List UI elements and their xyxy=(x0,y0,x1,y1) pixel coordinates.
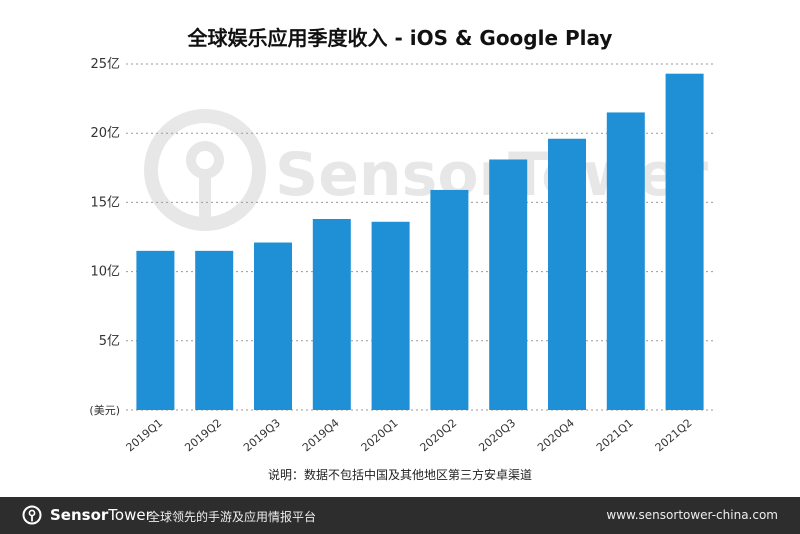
y-tick-label: 10亿 xyxy=(90,265,120,280)
bar-2019Q2 xyxy=(195,250,234,410)
x-tick-label: 2020Q1 xyxy=(359,416,401,454)
footer-bar: SensorTower 全球领先的手游及应用情报平台 www.sensortow… xyxy=(0,497,800,534)
y-tick-label: 15亿 xyxy=(90,195,120,210)
y-tick-label: 5亿 xyxy=(99,334,120,349)
x-tick-label: 2020Q2 xyxy=(418,416,460,454)
brand-name: SensorTower xyxy=(50,506,152,524)
x-tick-label: 2021Q1 xyxy=(594,416,636,454)
y-axis-unit-label: (美元) xyxy=(89,404,120,417)
bar-2019Q3 xyxy=(254,242,292,410)
brand-tagline: 全球领先的手游及应用情报平台 xyxy=(148,510,317,524)
x-tick-label: 2019Q1 xyxy=(124,416,166,454)
bar-2020Q2 xyxy=(430,189,469,410)
brand-name-second: Tower xyxy=(108,506,152,524)
x-tick-label: 2019Q2 xyxy=(182,416,224,454)
brand-name-first: Sensor xyxy=(50,506,109,524)
bar-2021Q2 xyxy=(665,73,704,411)
bar-2019Q4 xyxy=(312,219,351,410)
footnote: 说明：数据不包括中国及其他地区第三方安卓渠道 xyxy=(267,468,532,482)
x-tick-label: 2020Q4 xyxy=(535,416,577,454)
bar-2020Q3 xyxy=(489,159,528,410)
bar-2019Q1 xyxy=(136,250,175,410)
x-tick-label: 2019Q3 xyxy=(241,416,283,454)
chart-title: 全球娱乐应用季度收入 - iOS & Google Play xyxy=(187,26,613,50)
bar-2020Q1 xyxy=(371,221,410,410)
x-tick-label: 2021Q2 xyxy=(653,416,695,454)
y-tick-label: 25亿 xyxy=(90,57,120,72)
bar-chart: SensorTower (美元)5亿10亿15亿20亿25亿2019Q12019… xyxy=(89,57,714,454)
bar-2020Q4 xyxy=(548,138,586,410)
x-tick-label: 2020Q3 xyxy=(476,416,518,454)
sensortower-logo-icon xyxy=(22,505,42,525)
website-link[interactable]: www.sensortower-china.com xyxy=(606,508,778,522)
bar-2021Q1 xyxy=(606,112,645,410)
x-tick-label: 2019Q4 xyxy=(300,416,342,454)
y-tick-label: 20亿 xyxy=(90,126,120,141)
